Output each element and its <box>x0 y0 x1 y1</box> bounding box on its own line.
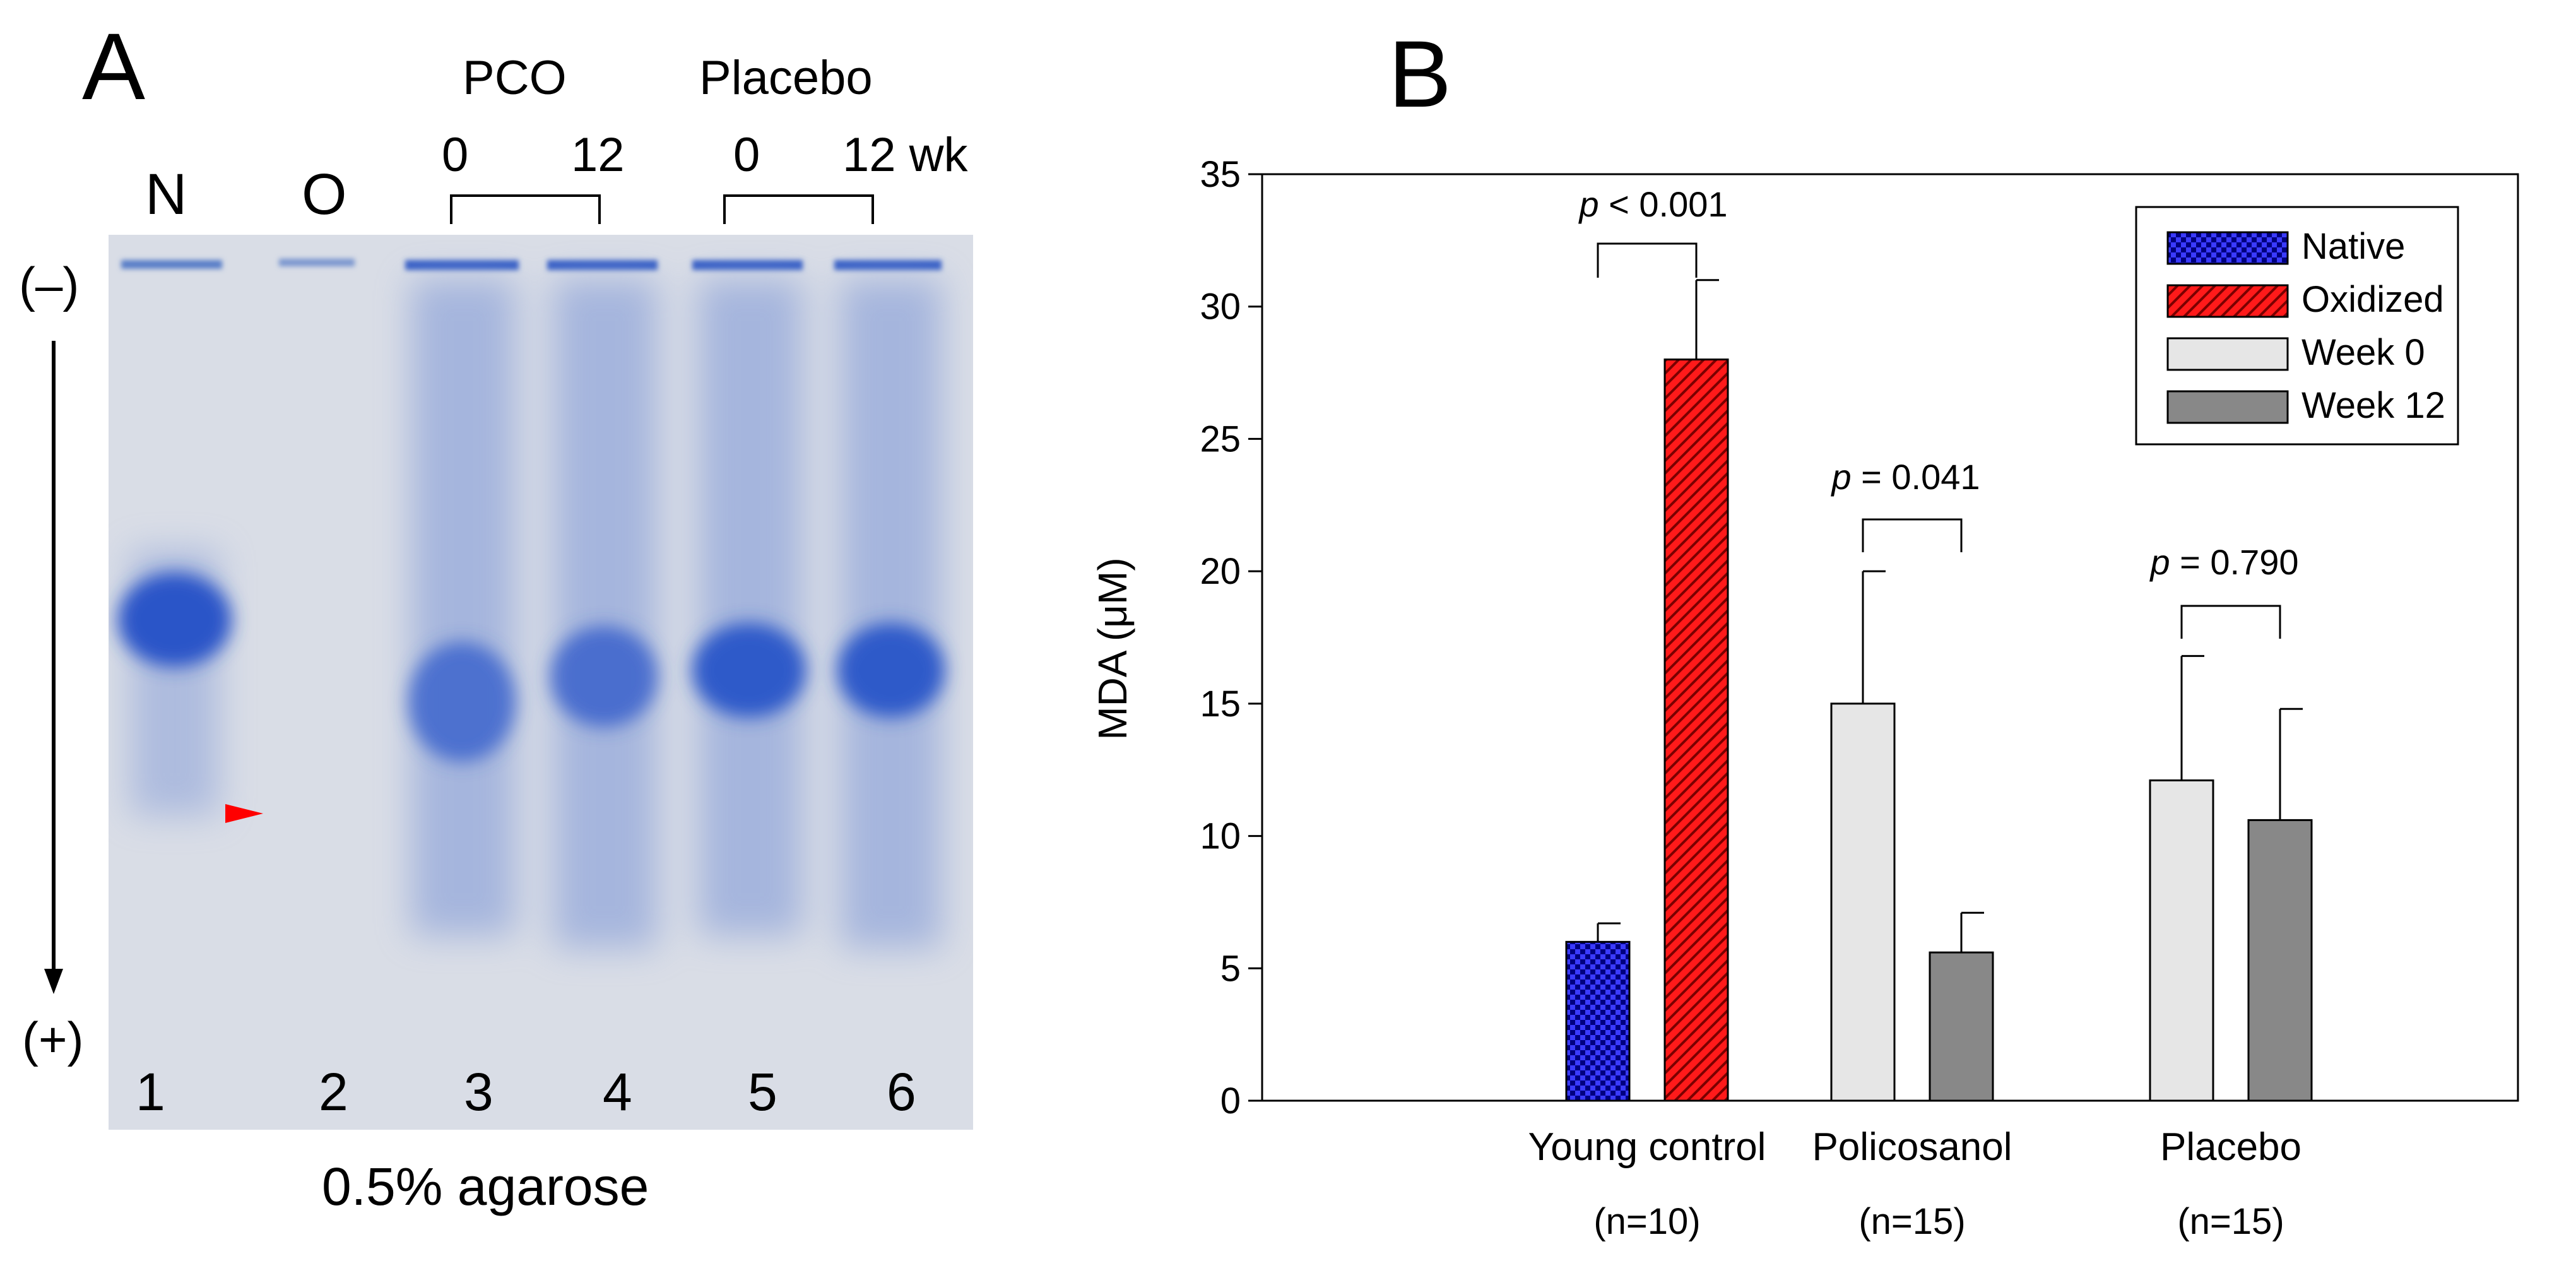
y-axis-label: MDA (μM) <box>1090 557 1135 740</box>
bar-week-0-group-1 <box>1830 702 1896 1102</box>
time-label-pco-0: 0 <box>442 128 469 182</box>
y-tick-label-7: 35 <box>1200 154 1241 195</box>
p-value-placebo: p = 0.790 <box>2149 542 2298 582</box>
polarity-positive: (+) <box>22 1012 84 1067</box>
y-tick-label-0: 0 <box>1220 1080 1241 1122</box>
arrow-down-icon <box>44 969 63 994</box>
lane-number-3: 3 <box>464 1062 493 1122</box>
legend-label-2: Week 0 <box>2301 332 2425 373</box>
lane-label-oxidized: O <box>302 162 347 227</box>
group-label-1: Policosanol <box>1812 1125 2012 1169</box>
group-label-2: Placebo <box>2160 1125 2301 1169</box>
bar-week-12-group-1 <box>1929 951 1994 1102</box>
p-value-policosanol: p = 0.041 <box>1830 457 1980 497</box>
time-label-pco-12: 12 <box>571 128 625 182</box>
legend-label-0: Native <box>2301 226 2405 267</box>
group-n-0: (n=10) <box>1593 1201 1700 1242</box>
legend-swatch-3 <box>2166 390 2289 424</box>
polarity-negative: (–) <box>19 257 80 312</box>
group-label-pco: PCO <box>463 51 567 105</box>
red-arrowhead-icon <box>225 804 263 823</box>
legend-swatch-1 <box>2166 284 2289 318</box>
group-label-placebo: Placebo <box>699 51 873 105</box>
lane-number-6: 6 <box>887 1062 916 1122</box>
lane-number-1: 1 <box>136 1062 165 1122</box>
legend-swatch-0 <box>2166 231 2289 265</box>
migration-arrow <box>44 341 63 994</box>
p-value-young-control: p < 0.001 <box>1578 184 1727 224</box>
group-label-0: Young control <box>1528 1125 1766 1169</box>
lane-label-native: N <box>145 162 187 227</box>
legend-label-3: Week 12 <box>2301 385 2445 426</box>
mda-bar-chart: 0 5 10 15 20 25 30 35 Young control (n=10) Policos… <box>1090 154 2519 1242</box>
significance-bracket-0 <box>1597 242 1698 278</box>
gel-caption: 0.5% agarose <box>322 1157 649 1216</box>
panel-b-letter: B <box>1388 21 1452 127</box>
y-tick-label-2: 10 <box>1200 816 1241 857</box>
time-label-placebo-0: 0 <box>733 128 760 182</box>
bar-week-0-group-2 <box>2149 779 2214 1102</box>
lane-number-4: 4 <box>603 1062 632 1122</box>
group-n-1: (n=15) <box>1858 1201 1965 1242</box>
bar-native-group-0 <box>1565 940 1631 1102</box>
time-label-placebo-12wk: 12 wk <box>842 128 968 182</box>
bracket-pco <box>450 194 601 224</box>
panel-a-letter: A <box>82 13 146 119</box>
bar-oxidized-group-0 <box>1663 358 1729 1102</box>
y-tick-label-5: 25 <box>1200 418 1241 459</box>
lane-number-2: 2 <box>319 1062 348 1122</box>
bracket-placebo <box>723 194 874 224</box>
legend-label-1: Oxidized <box>2301 279 2444 320</box>
agarose-gel-image <box>109 235 973 1130</box>
bar-week-12-group-2 <box>2247 819 2313 1102</box>
significance-bracket-2 <box>2180 605 2281 639</box>
y-tick-label-3: 15 <box>1200 684 1241 725</box>
y-tick-label-6: 30 <box>1200 287 1241 328</box>
significance-bracket-1 <box>1862 518 1963 552</box>
group-n-2: (n=15) <box>2177 1201 2284 1242</box>
lane-number-5: 5 <box>748 1062 777 1122</box>
legend-swatch-2 <box>2166 337 2289 371</box>
y-tick-label-1: 5 <box>1220 948 1241 989</box>
lane-brackets <box>450 194 874 224</box>
y-tick-label-4: 20 <box>1200 551 1241 592</box>
